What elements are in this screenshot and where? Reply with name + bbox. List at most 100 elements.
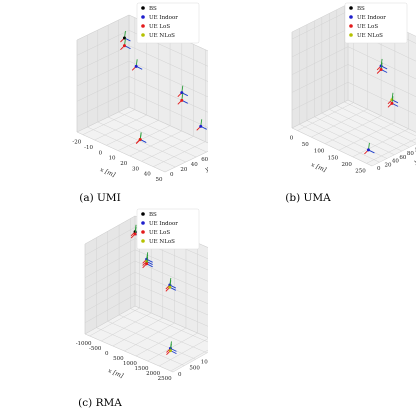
z-gridline [291,81,416,115]
legend-label: UE NLoS [149,239,175,245]
chart-caption: (a) UMI [79,192,121,204]
legend-box [136,208,200,250]
legend-marker [349,33,353,37]
point-marker [168,285,172,289]
y-tick-label: 100 [414,147,416,153]
z-gridline [76,45,218,86]
x-tick-label: 250 [355,168,366,174]
x-tick-label: -1000 [76,341,92,347]
legend-label: BS [357,6,365,12]
y-tick-label: 60 [201,157,208,163]
data-point [135,132,147,144]
x-tick-label: 1500 [135,366,149,372]
z-gridline [84,238,224,277]
z-gridline [84,226,224,266]
legend-label: UE Indoor [357,15,386,21]
legend-marker [141,15,145,19]
legend-marker [349,15,353,19]
chart-rma: -1000-5000500100015002000250005001000150… [0,206,245,411]
data-point [166,343,177,355]
x-tick-label: 50 [302,142,309,148]
legend-box [344,2,408,44]
y-tick-label: 0 [377,166,381,172]
legend-marker [141,6,145,10]
point-marker [145,262,149,266]
x-tick-label: 40 [144,172,151,178]
z-gridline [84,249,224,288]
legend-label: UE LoS [149,24,170,30]
legend: BS UE Indoor UE LoS UE NLoS [136,208,200,250]
point-marker [366,148,370,152]
data-point [165,280,177,292]
x-tick-label: 100 [314,149,325,155]
z-gridline [76,106,218,148]
z-gridline [291,46,416,80]
y-tick-label: 20 [180,167,187,173]
y-tick-label: 60 [399,155,406,161]
data-point [142,256,153,269]
x-tick-label: -500 [89,346,102,352]
legend-marker [349,24,353,28]
z-gridline [291,64,416,98]
legend-label: UE NLoS [357,33,383,39]
x-axis-label: x [m] [99,166,117,179]
legend-label: BS [149,6,157,12]
y-gridline [291,32,373,167]
x-tick-label: 30 [132,166,139,172]
point-marker [138,138,142,141]
y-tick-label: 20 [384,162,391,168]
x-tick-label: 0 [99,150,103,156]
x-tick-label: -20 [72,140,81,146]
legend-box [136,2,200,44]
z-gridline [84,305,224,345]
z-gridline [76,30,218,71]
point-marker [199,124,203,128]
point-marker [180,98,184,102]
x-tick-label: 200 [341,162,352,168]
data-point [131,59,143,71]
point-marker [390,101,394,105]
legend-marker [141,24,145,28]
x-gridline [366,138,416,164]
legend-label: BS [149,212,157,218]
legend-label: UE Indoor [149,221,178,227]
x-axis-label: x [m] [310,161,328,174]
x-tick-label: 20 [120,161,127,167]
z-gridline [84,283,224,322]
chart-umi-svg: -20-1001020304050020406080100024681012x … [72,2,239,204]
y-tick-label: 40 [191,162,198,168]
y-tick-label: 500 [189,366,200,372]
legend: BS UE Indoor UE LoS UE NLoS [344,2,408,44]
z-gridline [76,60,218,102]
chart-uma-svg: 0501001502002500204060801001201400510152… [285,2,416,204]
legend-label: UE LoS [149,230,170,236]
legend-label: UE Indoor [149,15,178,21]
z-gridline [84,294,224,333]
y-tick-label: 80 [407,151,414,157]
x-tick-label: 0 [290,136,294,142]
data-point [120,38,131,50]
z-gridline [84,260,224,300]
legend-marker [141,239,145,243]
x-tick-label: 2000 [146,371,160,377]
x-tick-label: 1000 [123,361,137,367]
x-tick-label: 10 [109,156,116,162]
data-point [376,62,388,74]
x-tick-label: 50 [156,177,163,183]
legend-marker [141,212,145,216]
point-marker [379,68,383,72]
x-tick-label: 2500 [158,376,172,382]
data-point [387,96,399,108]
legend-marker [141,221,145,225]
chart-rma-svg: -1000-5000500100015002000250005001000150… [76,208,245,409]
y-tick-label: 0 [170,172,174,178]
y-tick-label: 1000 [201,359,208,365]
data-point [177,93,189,105]
legend: BS UE Indoor UE LoS UE NLoS [136,2,200,44]
chart-caption: (b) UMA [285,192,331,204]
z-gridline [291,99,416,133]
chart-uma: 0501001502002500204060801001201400510152… [208,0,416,206]
x-tick-label: -10 [84,145,93,151]
data-point [364,142,375,155]
y-tick-label: 40 [392,159,399,165]
